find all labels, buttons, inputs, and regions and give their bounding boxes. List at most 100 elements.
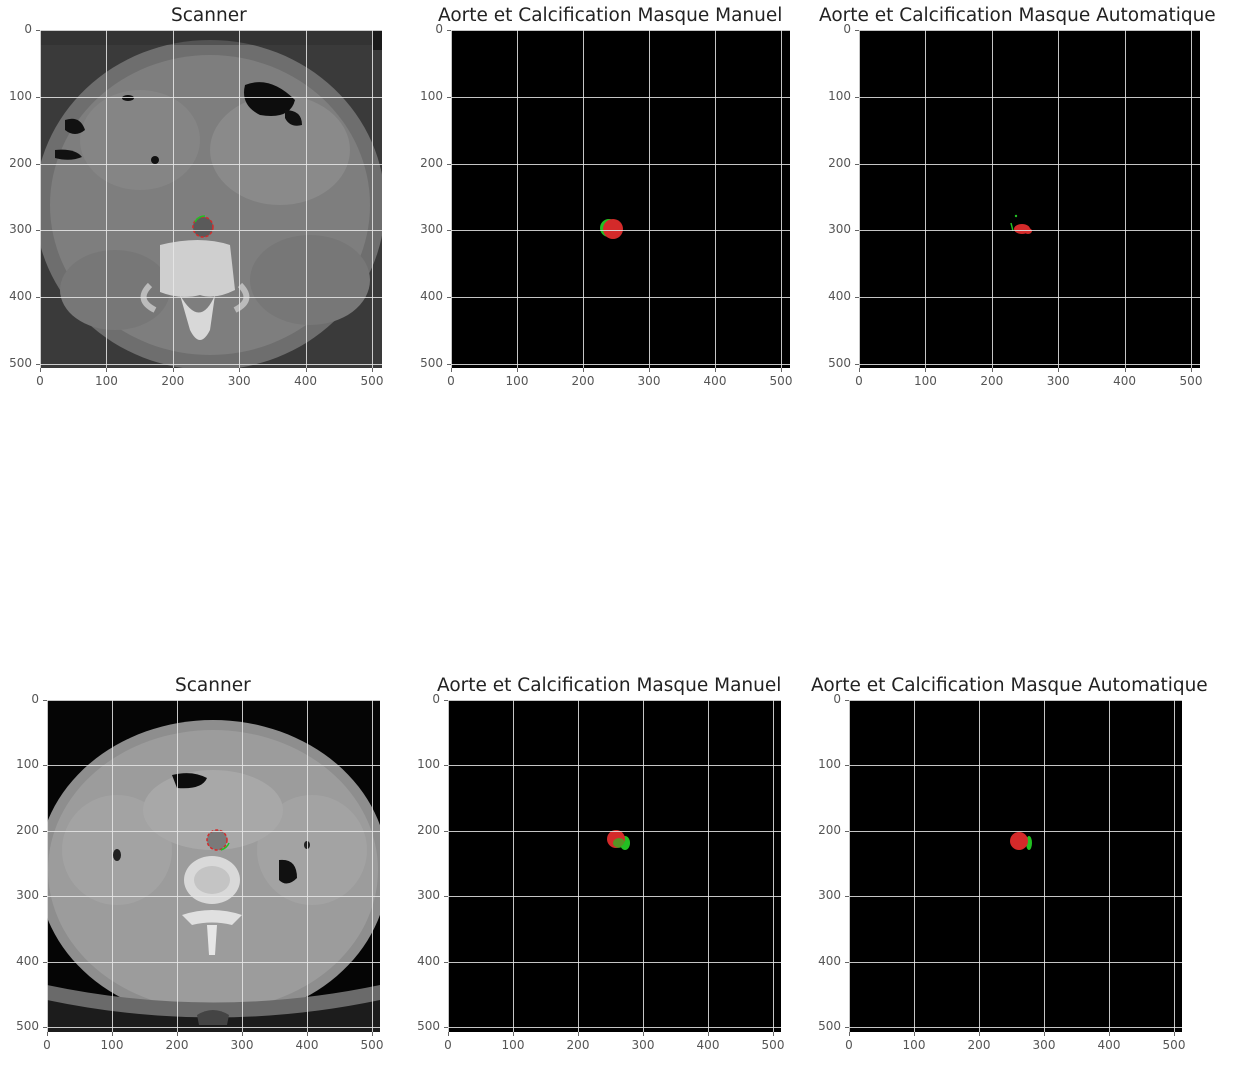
x-tick-label: 300	[1046, 374, 1070, 388]
grid-line-v	[1058, 30, 1060, 368]
x-tick-mark	[1044, 1032, 1045, 1036]
grid-line-v	[781, 30, 782, 368]
grid-line-v	[643, 700, 644, 1032]
grid-line-v	[239, 30, 241, 368]
x-tick-label: 300	[230, 1038, 254, 1052]
y-tick-mark	[36, 30, 40, 31]
y-tick-label: 500	[818, 1019, 841, 1033]
y-tick-mark	[36, 297, 40, 299]
panel-title-auto-mask-2: Aorte et Calcification Masque Automatiqu…	[811, 675, 1208, 696]
panel-title-scanner-1: Scanner	[171, 5, 247, 26]
x-tick-mark	[172, 368, 174, 372]
x-tick-mark	[177, 1032, 178, 1036]
y-tick-label: 100	[828, 88, 851, 103]
grid-line-v	[517, 30, 518, 368]
grid-line-v	[979, 700, 980, 1032]
y-tick-mark	[36, 96, 40, 98]
y-tick-mark	[43, 961, 47, 963]
grid-line-v	[859, 30, 860, 368]
grid-line-h	[451, 364, 790, 365]
x-tick-label: 0	[43, 1038, 51, 1052]
y-tick-label: 400	[828, 289, 851, 304]
grid-line-h	[859, 297, 1200, 299]
y-tick-label: 400	[417, 953, 440, 968]
x-tick-label: 400	[703, 374, 727, 388]
x-tick-label: 500	[360, 1038, 384, 1052]
y-tick-label: 0	[31, 692, 39, 706]
auto-mask-image-2	[849, 700, 1182, 1032]
y-tick-label: 200	[818, 822, 841, 837]
auto-mask-image-1	[859, 30, 1200, 368]
grid-line-v	[914, 700, 915, 1032]
grid-line-h	[859, 163, 1200, 165]
panel-title-manual-mask-1: Aorte et Calcification Masque Manuel	[438, 5, 783, 26]
y-tick-label: 500	[828, 356, 851, 370]
y-tick-mark	[845, 765, 849, 767]
y-tick-mark	[36, 163, 40, 165]
grid-line-v	[40, 30, 41, 368]
y-tick-label: 200	[828, 155, 851, 170]
y-tick-label: 400	[16, 953, 39, 968]
grid-line-h	[849, 830, 1182, 832]
x-tick-mark	[106, 368, 108, 372]
y-tick-label: 0	[833, 692, 841, 706]
panel-title-manual-mask-2: Aorte et Calcification Masque Manuel	[437, 675, 782, 696]
y-tick-label: 300	[417, 888, 440, 903]
x-tick-mark	[242, 1032, 243, 1036]
x-tick-mark	[239, 368, 241, 372]
x-tick-label: 200	[980, 374, 1004, 388]
panel-title-scanner-2: Scanner	[175, 675, 251, 696]
y-tick-label: 0	[435, 22, 443, 36]
x-tick-mark	[859, 368, 860, 372]
grid-line-h	[451, 230, 790, 232]
grid-line-h	[451, 163, 790, 165]
grid-line-v	[649, 30, 650, 368]
grid-line-v	[451, 30, 452, 368]
grid-line-h	[40, 297, 382, 299]
ct-scan-image-2	[47, 700, 380, 1032]
grid-line-v	[448, 700, 449, 1032]
grid-line-v	[708, 700, 709, 1032]
y-tick-mark	[855, 96, 859, 98]
y-tick-label: 300	[828, 222, 851, 237]
x-tick-label: 500	[1162, 1038, 1186, 1052]
grid-line-h	[40, 230, 382, 232]
x-tick-label: 300	[637, 374, 661, 388]
grid-line-v	[513, 700, 514, 1032]
grid-line-h	[859, 30, 1200, 31]
y-tick-mark	[855, 364, 859, 365]
x-tick-mark	[1058, 368, 1060, 372]
y-tick-label: 400	[818, 953, 841, 968]
x-tick-label: 0	[444, 1038, 452, 1052]
x-tick-label: 0	[447, 374, 455, 388]
x-tick-mark	[448, 1032, 449, 1036]
x-tick-mark	[1109, 1032, 1110, 1036]
grid-line-v	[849, 700, 850, 1032]
x-tick-mark	[708, 1032, 709, 1036]
y-tick-mark	[36, 364, 40, 365]
x-tick-mark	[517, 368, 518, 372]
y-tick-label: 200	[16, 822, 39, 837]
y-tick-mark	[444, 896, 448, 898]
grid-line-h	[448, 896, 781, 898]
grid-line-v	[106, 30, 108, 368]
y-tick-mark	[447, 96, 451, 98]
panel-title-auto-mask-1: Aorte et Calcification Masque Automatiqu…	[819, 5, 1216, 26]
grid-line-h	[40, 30, 382, 31]
grid-line-h	[448, 1027, 781, 1028]
y-tick-label: 0	[432, 692, 440, 706]
grid-line-v	[1174, 700, 1175, 1032]
grid-line-h	[451, 30, 790, 31]
y-tick-mark	[447, 163, 451, 165]
x-tick-label: 100	[913, 374, 937, 388]
y-tick-label: 200	[9, 155, 32, 170]
x-tick-label: 200	[161, 374, 185, 388]
y-tick-label: 300	[16, 888, 39, 903]
y-tick-label: 100	[818, 757, 841, 772]
y-tick-mark	[444, 1027, 448, 1028]
y-tick-mark	[845, 830, 849, 832]
y-tick-mark	[855, 230, 859, 232]
grid-line-h	[47, 765, 380, 767]
y-tick-mark	[444, 961, 448, 963]
manual-mask-image-2	[448, 700, 781, 1032]
